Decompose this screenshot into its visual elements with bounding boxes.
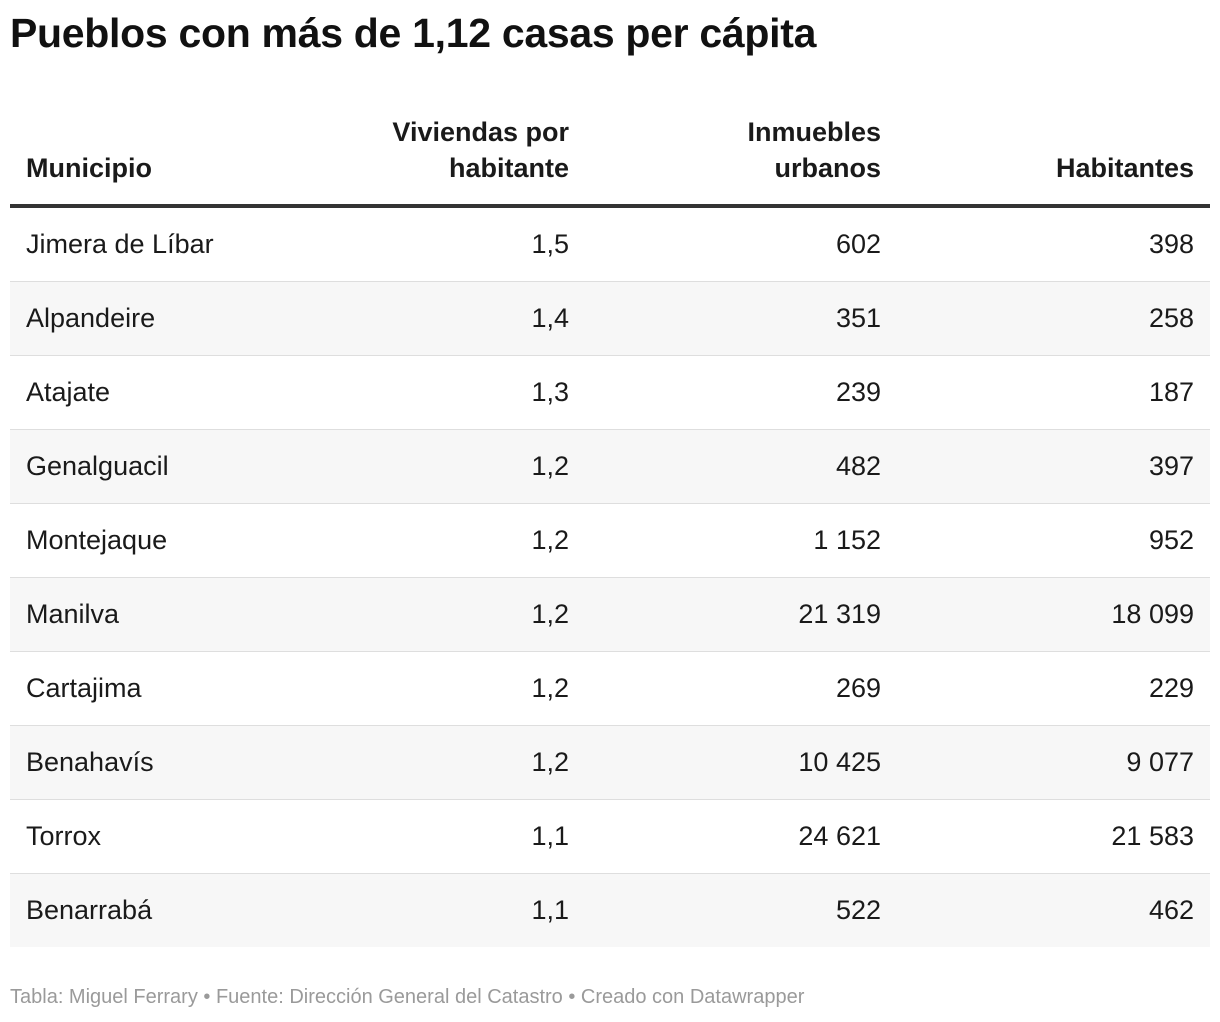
cell-inmuebles-urbanos: 522 xyxy=(835,895,881,925)
cell-municipio: Benahavís xyxy=(26,747,154,777)
cell-inmuebles-urbanos: 351 xyxy=(835,303,881,333)
column-header-line: Municipio xyxy=(26,153,152,183)
table-row: Benarrabá 1,1 522 462 xyxy=(10,874,1210,947)
table-row: Genalguacil 1,2 482 397 xyxy=(10,430,1210,504)
cell-municipio: Manilva xyxy=(26,599,120,629)
column-header-line: Habitantes xyxy=(1055,153,1194,183)
table-row: Cartajima 1,2 269 229 xyxy=(10,652,1210,726)
cell-habitantes: 952 xyxy=(1148,525,1194,555)
cell-municipio: Jimera de Líbar xyxy=(26,229,214,259)
table-row: Montejaque 1,2 1 152 952 xyxy=(10,504,1210,578)
cell-municipio: Genalguacil xyxy=(26,451,169,481)
cell-viviendas-por-habitante: 1,3 xyxy=(531,377,569,407)
cell-habitantes: 9 077 xyxy=(1126,747,1194,777)
cell-viviendas-por-habitante: 1,2 xyxy=(531,747,569,777)
cell-habitantes: 187 xyxy=(1148,377,1194,407)
table-row: Manilva 1,2 21 319 18 099 xyxy=(10,578,1210,652)
cell-habitantes: 18 099 xyxy=(1111,599,1194,629)
header-viviendas-por-habitante: Viviendas por habitante xyxy=(392,114,569,186)
cell-habitantes: 21 583 xyxy=(1111,821,1194,851)
table-body: Jimera de Líbar 1,5 602 398 Alpandeire 1,4 351… xyxy=(10,208,1210,947)
column-header-line: Inmuebles xyxy=(747,117,881,147)
cell-viviendas-por-habitante: 1,1 xyxy=(531,821,569,851)
column-header-line: habitante xyxy=(448,153,569,183)
column-header-line: Viviendas por xyxy=(392,117,569,147)
cell-inmuebles-urbanos: 239 xyxy=(835,377,881,407)
cell-inmuebles-urbanos: 21 319 xyxy=(798,599,881,629)
cell-municipio: Alpandeire xyxy=(26,303,156,333)
cell-viviendas-por-habitante: 1,2 xyxy=(531,525,569,555)
cell-viviendas-por-habitante: 1,5 xyxy=(531,229,569,259)
table-row: Torrox 1,1 24 621 21 583 xyxy=(10,800,1210,874)
cell-habitantes: 258 xyxy=(1148,303,1194,333)
cell-habitantes: 397 xyxy=(1148,451,1194,481)
table-row: Jimera de Líbar 1,5 602 398 xyxy=(10,208,1210,282)
cell-habitantes: 398 xyxy=(1148,229,1194,259)
header-habitantes: Habitantes xyxy=(1056,150,1194,186)
cell-inmuebles-urbanos: 602 xyxy=(835,229,881,259)
cell-habitantes: 229 xyxy=(1148,673,1194,703)
cell-viviendas-por-habitante: 1,2 xyxy=(531,599,569,629)
cell-inmuebles-urbanos: 24 621 xyxy=(798,821,881,851)
table-title: Pueblos con más de 1,12 casas per cápita xyxy=(10,10,817,56)
header-municipio: Municipio xyxy=(26,150,152,186)
cell-viviendas-por-habitante: 1,2 xyxy=(531,451,569,481)
cell-municipio: Atajate xyxy=(26,377,111,407)
column-header-line: urbanos xyxy=(774,153,881,183)
cell-municipio: Benarrabá xyxy=(26,895,153,925)
cell-habitantes: 462 xyxy=(1148,895,1194,925)
cell-municipio: Montejaque xyxy=(26,525,168,555)
table-footer: Tabla: Miguel Ferrary • Fuente: Direcció… xyxy=(10,986,805,1008)
data-table: Municipio Viviendas por habitante Inmuebles… xyxy=(10,112,1210,947)
table-row: Benahavís 1,2 10 425 9 077 xyxy=(10,726,1210,800)
cell-viviendas-por-habitante: 1,1 xyxy=(531,895,569,925)
cell-inmuebles-urbanos: 10 425 xyxy=(798,747,881,777)
header-inmuebles-urbanos: Inmuebles urbanos xyxy=(747,114,881,186)
cell-municipio: Torrox xyxy=(26,821,102,851)
cell-municipio: Cartajima xyxy=(26,673,142,703)
table-row: Alpandeire 1,4 351 258 xyxy=(10,282,1210,356)
cell-inmuebles-urbanos: 269 xyxy=(835,673,881,703)
cell-viviendas-por-habitante: 1,4 xyxy=(531,303,569,333)
cell-inmuebles-urbanos: 1 152 xyxy=(813,525,881,555)
cell-inmuebles-urbanos: 482 xyxy=(835,451,881,481)
table-header: Municipio Viviendas por habitante Inmuebles… xyxy=(10,112,1210,208)
cell-viviendas-por-habitante: 1,2 xyxy=(531,673,569,703)
table-row: Atajate 1,3 239 187 xyxy=(10,356,1210,430)
